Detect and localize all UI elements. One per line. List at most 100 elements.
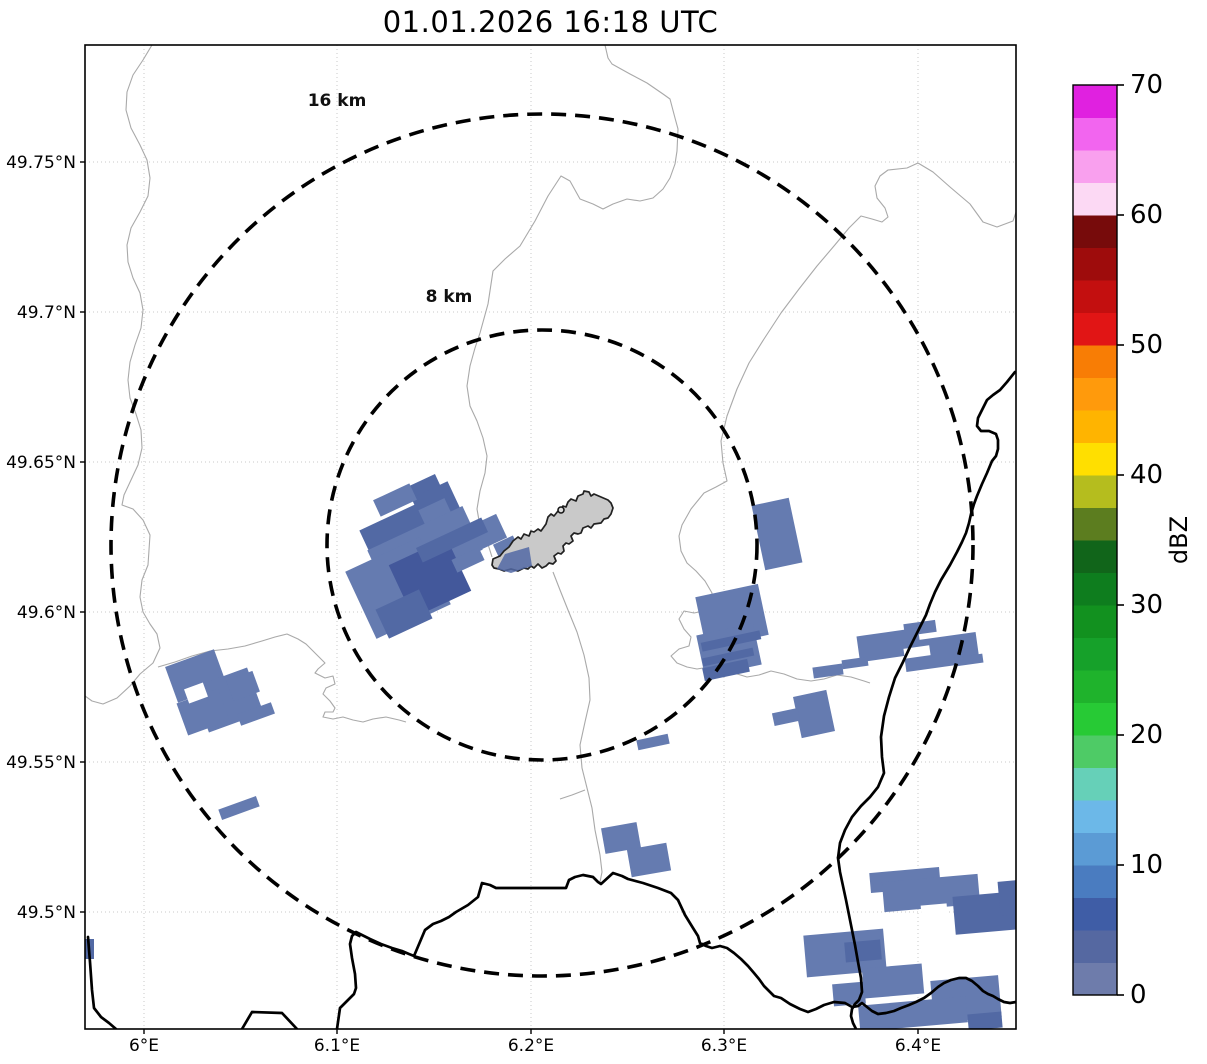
radar-cell [954, 653, 984, 667]
admin-boundary-line [466, 45, 679, 558]
colorbar-segment [1073, 572, 1117, 606]
country-border-line [86, 935, 118, 1029]
radar-cell [812, 663, 844, 679]
radar-cell [218, 795, 260, 821]
y-tick-label: 49.55°N [6, 753, 76, 773]
colorbar-segment [1073, 962, 1117, 996]
colorbar-segment [1073, 117, 1117, 151]
range-ring [109, 112, 975, 978]
plot-title: 01.01.2026 16:18 UTC [382, 5, 719, 39]
colorbar-segment [1073, 85, 1117, 118]
colorbar-tick-label: 40 [1130, 460, 1163, 490]
admin-boundary-line [917, 162, 1016, 228]
admin-boundary-line [559, 789, 586, 800]
colorbar-tick-label: 60 [1130, 200, 1163, 230]
colorbar-segment [1073, 410, 1117, 443]
colorbar-segment [1073, 280, 1117, 313]
y-tick-label: 49.75°N [6, 153, 76, 173]
radar-cell [997, 880, 1016, 916]
colorbar-segment [1073, 442, 1117, 476]
radar-cell-gap [184, 682, 208, 704]
y-tick-label: 49.7°N [17, 303, 76, 323]
country-border-line [335, 871, 1016, 1029]
y-tick-label: 49.65°N [6, 453, 76, 473]
country-border-line [240, 1010, 299, 1029]
country-border-line [836, 370, 1016, 1029]
admin-boundary-line [552, 571, 603, 883]
x-tick-label: 6.1°E [314, 1036, 360, 1056]
colorbar-tick-label: 30 [1130, 590, 1163, 620]
colorbar-segment [1073, 865, 1117, 898]
colorbar-segment [1073, 475, 1117, 508]
colorbar-tick-label: 50 [1130, 330, 1163, 360]
x-tick-label: 6.4°E [895, 1036, 941, 1056]
radar-cell [793, 689, 835, 739]
colorbar-tick-label: 20 [1130, 720, 1163, 750]
colorbar-segment [1073, 637, 1117, 671]
radar-cell [373, 483, 417, 517]
colorbar-segment [1073, 767, 1117, 801]
radar-cells [85, 474, 1016, 1029]
colorbar-axis-label: dBZ [1165, 516, 1193, 564]
colorbar: 0 10 20 30 40 50 60 70 dBZ [1072, 70, 1193, 1010]
city-area [491, 490, 614, 573]
x-tick-label: 6.3°E [701, 1036, 747, 1056]
colorbar-segment [1073, 540, 1117, 573]
radar-cell [751, 497, 803, 571]
colorbar-tick-label: 10 [1130, 850, 1163, 880]
radar-cell [701, 647, 755, 667]
admin-boundary-line [670, 162, 919, 684]
colorbar-frame [1072, 84, 1118, 996]
colorbar-segment [1073, 800, 1117, 833]
x-tick-label: 6°E [129, 1036, 159, 1056]
colorbar-segment [1073, 930, 1117, 963]
colorbar-segment [1073, 215, 1117, 248]
colorbar-segment [1073, 832, 1117, 866]
colorbar-segment [1073, 670, 1117, 703]
colorbar-segment [1073, 605, 1117, 638]
colorbar-segment [1073, 702, 1117, 736]
colorbar-segment [1073, 345, 1117, 378]
radar-cell [601, 822, 641, 854]
radar-site-marker [557, 506, 565, 514]
y-tick-label: 49.6°N [17, 603, 76, 623]
colorbar-segment [1073, 377, 1117, 411]
radar-cell [858, 996, 968, 1029]
radar-cell [636, 733, 670, 751]
x-tick-label: 6.2°E [508, 1036, 554, 1056]
admin-boundaries [85, 45, 1016, 883]
admin-boundary-line [85, 45, 161, 705]
radar-cell [702, 658, 750, 682]
radar-cell [237, 702, 275, 726]
radar-cell [700, 630, 762, 652]
colorbar-segment [1073, 897, 1117, 931]
colorbar-tick-label: 0 [1130, 980, 1147, 1010]
range-ring [325, 328, 759, 762]
y-tick-label: 49.5°N [17, 903, 76, 923]
colorbar-segment [1073, 150, 1117, 183]
radar-cell [771, 707, 801, 727]
radar-cell [844, 939, 882, 963]
radar-cell [226, 670, 260, 702]
range-rings: 16 km 8 km [109, 91, 975, 978]
radar-cell-gap [920, 903, 948, 915]
radar-cell [375, 589, 433, 639]
radar-cell-over-city [497, 547, 532, 573]
map-frame [84, 44, 1017, 1030]
colorbar-segment [1073, 312, 1117, 346]
colorbar-segment [1073, 247, 1117, 281]
colorbar-segment [1073, 507, 1117, 541]
axis-labels: 6°E 6.1°E 6.2°E 6.3°E 6.4°E 49.75°N 49.7°N 49.6… [6, 153, 941, 1056]
radar-cell [451, 547, 485, 573]
colorbar-segment [1073, 182, 1117, 216]
range-ring-label: 16 km [308, 91, 367, 111]
admin-boundary-line [157, 633, 407, 723]
radar-cell [841, 656, 869, 670]
radar-cell [626, 842, 672, 878]
colorbar-tick-label: 70 [1130, 70, 1163, 100]
radar-cell [967, 1011, 1003, 1029]
radar-cell [415, 517, 489, 563]
country-borders [86, 370, 1016, 1029]
